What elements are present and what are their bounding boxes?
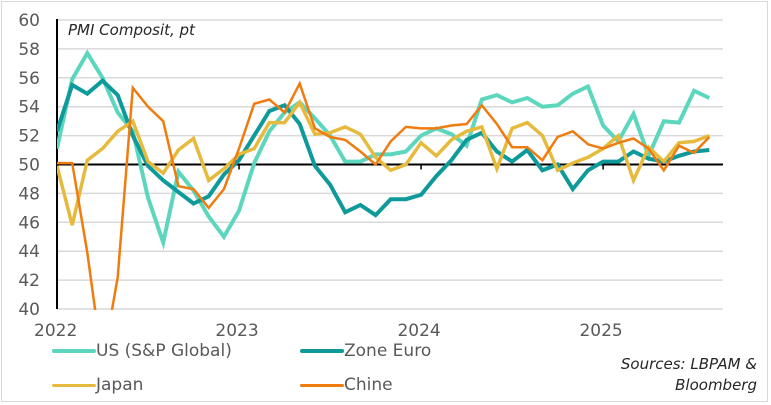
series-line-chine [57,80,711,310]
legend-label-japan: Japan [96,375,144,395]
series-line-zone-euro [57,78,710,218]
y-tick-label: 42 [18,271,40,291]
series-line-japan [57,99,710,226]
y-tick-label: 52 [18,127,40,147]
x-tick-label: 2025 [579,321,622,341]
y-tick-label: 58 [18,40,40,60]
x-tick-label: 2022 [34,321,77,341]
legend-swatch-japan [52,383,96,387]
x-axis-ticks: 2022 2023 2024 2025 [34,321,623,341]
legend-label-chine: Chine [344,375,393,395]
y-tick-label: 50 [18,156,40,176]
legend-item-us: US (S&P Global) [52,341,232,361]
x-tick-label: 2024 [397,321,440,341]
source-line-2: Bloomberg [675,376,757,394]
legend-item-japan: Japan [52,375,143,395]
axes [56,19,723,309]
y-tick-label: 46 [18,213,40,233]
legend-label-us: US (S&P Global) [96,341,232,361]
legend-label-zone-euro: Zone Euro [344,341,432,361]
legend-swatch-zone-euro [300,349,344,353]
series-line-us-s-p-global [57,49,711,251]
legend-item-chine: Chine [300,375,393,395]
y-axis-ticks: 40 42 44 46 48 50 52 54 56 58 60 [18,11,40,320]
legend-item-zone-euro: Zone Euro [300,341,431,361]
series-lines [57,49,711,310]
y-tick-label: 60 [18,11,40,31]
y-tick-label: 40 [18,300,40,320]
y-tick-label: 54 [18,98,40,118]
y-tick-label: 56 [18,69,40,89]
legend-swatch-us [52,349,96,353]
source-line-1: Sources: LBPAM & [620,355,757,373]
y-tick-label: 44 [18,242,40,262]
chart-title: PMI Composit, pt [68,21,196,39]
x-tick-label: 2023 [215,321,258,341]
legend-swatch-chine [300,383,344,387]
source-note: Sources: LBPAM & Bloomberg [621,354,757,396]
y-tick-label: 48 [18,184,40,204]
